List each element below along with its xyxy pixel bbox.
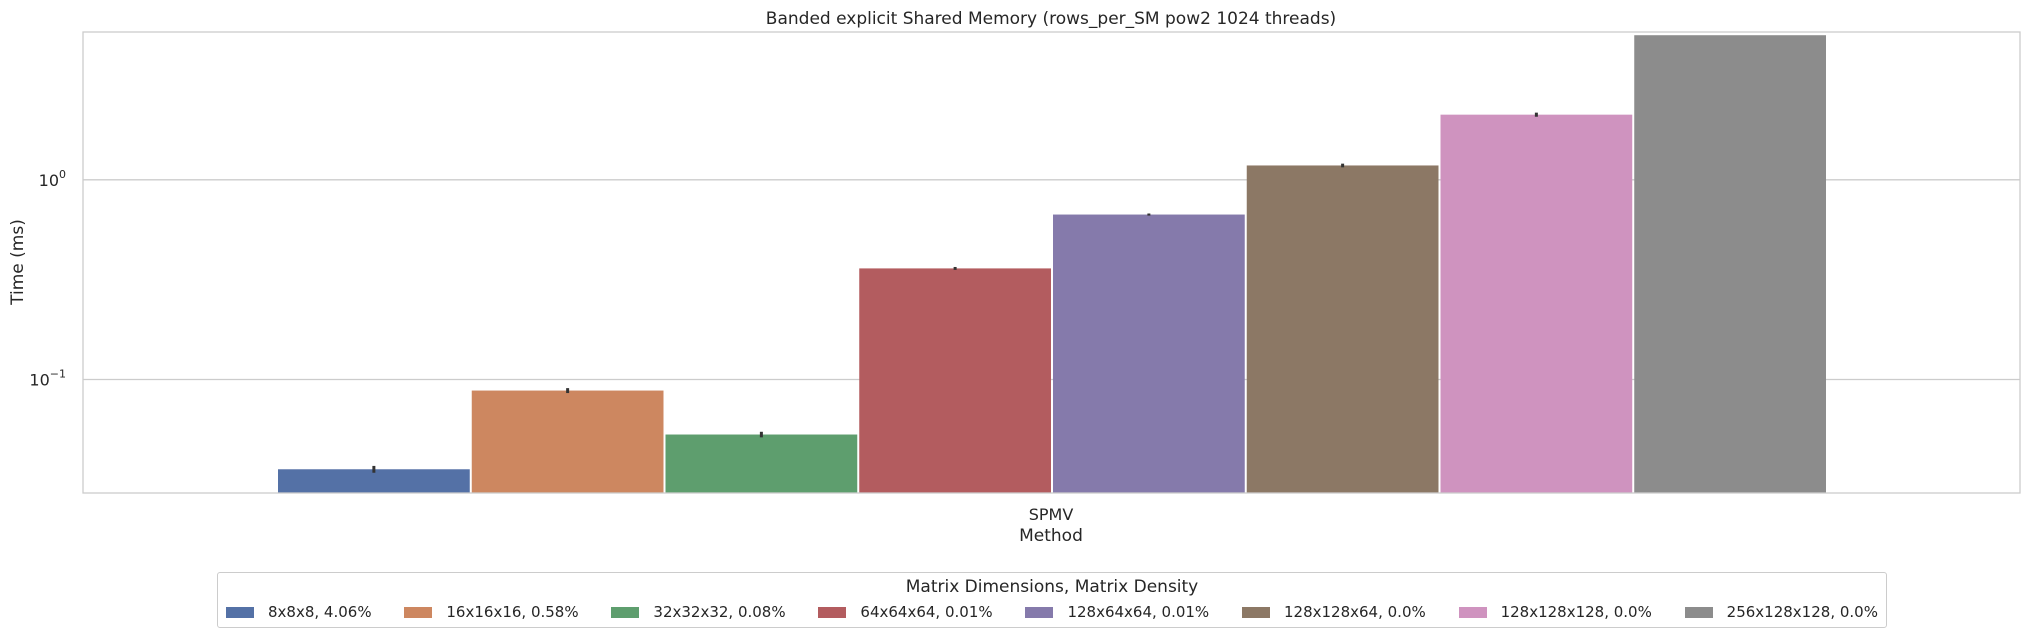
legend-label: 128x64x64, 0.01% [1067, 603, 1210, 621]
legend-swatch [611, 606, 640, 618]
legend-label: 128x128x128, 0.0% [1500, 603, 1652, 621]
chart-title: Banded explicit Shared Memory (rows_per_… [766, 9, 1336, 29]
legend-swatch [1458, 606, 1487, 618]
legend-label: 256x128x128, 0.0% [1726, 603, 1878, 621]
legend-item: 128x64x64, 0.01% [1025, 603, 1209, 621]
legend-label: 128x128x64, 0.0% [1284, 603, 1426, 621]
legend-label: 32x32x32, 0.08% [653, 603, 786, 621]
bars [278, 35, 1826, 493]
bar [859, 268, 1051, 493]
legend-item: 64x64x64, 0.01% [818, 603, 993, 621]
legend-item: 16x16x16, 0.58% [404, 603, 579, 621]
bar [1440, 114, 1633, 493]
y-axis-label: Time (ms) [8, 219, 28, 306]
legend: Matrix Dimensions, Matrix Density 8x8x8,… [217, 572, 1887, 628]
legend-item: 8x8x8, 4.06% [226, 603, 372, 621]
legend-item: 128x128x128, 0.0% [1458, 603, 1652, 621]
legend-swatch [1242, 606, 1270, 618]
legend-swatch [1025, 606, 1054, 618]
bar [665, 434, 858, 493]
legend-title: Matrix Dimensions, Matrix Density [905, 577, 1199, 597]
bar [471, 390, 664, 493]
legend-label: 16x16x16, 0.58% [446, 603, 579, 621]
chart: Banded explicit Shared Memory (rows_per_… [8, 9, 2021, 546]
legend-swatch [818, 606, 847, 618]
bar [1053, 214, 1245, 493]
y-tick-labels: 100 10−1 [29, 168, 66, 390]
legend-swatch [226, 606, 254, 618]
legend-swatch [1684, 606, 1713, 618]
y-tick-label: 100 [39, 168, 66, 190]
x-tick-label: SPMV [1029, 505, 1074, 524]
legend-swatch [404, 606, 433, 618]
legend-item: 32x32x32, 0.08% [611, 603, 786, 621]
legend-item: 256x128x128, 0.0% [1684, 603, 1878, 621]
x-axis-label: Method [1019, 526, 1083, 546]
plot-frame [82, 31, 2021, 494]
bar [1634, 35, 1826, 493]
bar [278, 469, 470, 493]
legend-items: 8x8x8, 4.06% 16x16x16, 0.58% 32x32x32, 0.0… [226, 603, 1878, 621]
legend-label: 64x64x64, 0.01% [860, 603, 993, 621]
legend-label: 8x8x8, 4.06% [268, 603, 372, 621]
y-tick-label: 10−1 [29, 367, 66, 389]
bar [1246, 165, 1439, 493]
legend-item: 128x128x64, 0.0% [1242, 603, 1426, 621]
